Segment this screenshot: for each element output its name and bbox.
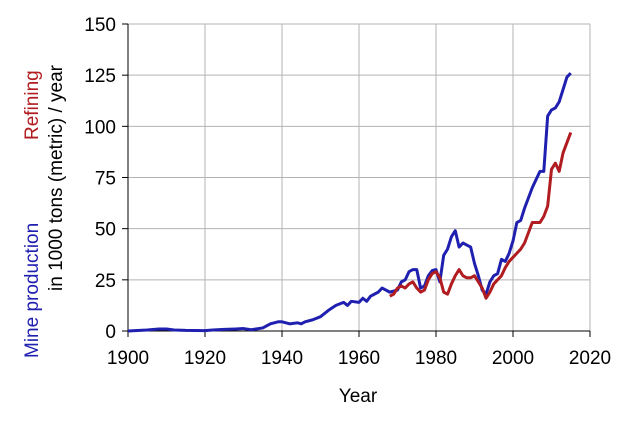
x-axis-label: Year (339, 386, 378, 407)
x-tick-label: 2020 (569, 348, 611, 369)
x-tick-label: 1900 (107, 348, 149, 369)
y-tick-label: 75 (95, 169, 116, 190)
y-axis-label: in 1000 tons (metric) / year (46, 64, 67, 291)
x-tick-label: 1940 (261, 348, 303, 369)
y-tick-label: 25 (95, 271, 116, 292)
y-tick-label: 0 (105, 322, 116, 343)
y-tick-label: 100 (84, 117, 116, 138)
y-axis-label-series: Mine production (22, 223, 43, 358)
x-tick-label: 1920 (184, 348, 226, 369)
y-tick-label: 125 (84, 66, 116, 87)
x-tick-label: 2000 (492, 348, 534, 369)
x-tick-label: 1960 (338, 348, 380, 369)
data-line (389, 131, 573, 300)
y-tick-label: 150 (84, 15, 116, 36)
data-line (127, 72, 572, 333)
y-axis-label-series: Refining (22, 70, 43, 140)
x-tick-label: 1980 (415, 348, 457, 369)
y-tick-label: 50 (95, 220, 116, 241)
